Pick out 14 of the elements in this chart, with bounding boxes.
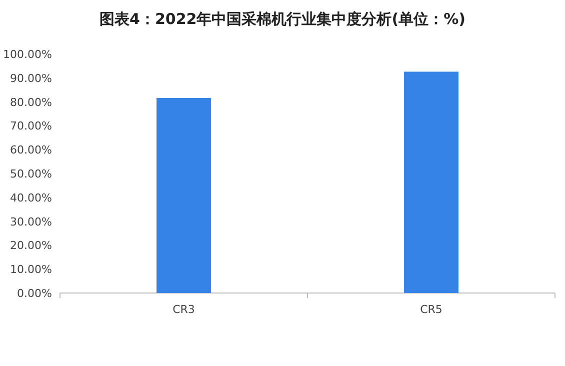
y-tick-label: 10.00% <box>10 263 52 276</box>
y-tick-label: 80.00% <box>10 96 52 109</box>
y-tick-label: 0.00% <box>17 287 52 300</box>
x-tick-label: CR3 <box>172 303 195 316</box>
y-tick-label: 50.00% <box>10 168 52 180</box>
x-tick-label: CR5 <box>420 303 442 316</box>
y-tick-label: 30.00% <box>10 215 52 228</box>
y-tick-label: 60.00% <box>10 144 52 157</box>
chart-title: 图表4：2022年中国采棉机行业集中度分析(单位：%) <box>100 10 466 28</box>
y-tick-label: 70.00% <box>10 120 52 133</box>
y-tick-label: 90.00% <box>10 72 52 85</box>
y-tick-label: 20.00% <box>10 239 52 252</box>
y-tick-label: 40.00% <box>10 191 52 204</box>
y-tick-label: 100.00% <box>3 48 52 61</box>
